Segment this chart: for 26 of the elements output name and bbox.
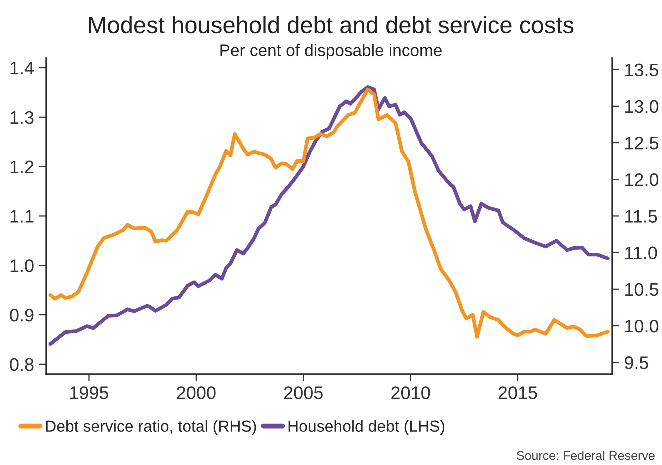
x-tick-label: 2015 xyxy=(498,386,538,400)
y2-tick-label: 10.5 xyxy=(626,283,659,296)
x-tick-label: 1995 xyxy=(70,386,109,400)
y2-tick-label: 9.5 xyxy=(625,356,648,370)
legend-label: Debt service ratio, total (RHS) xyxy=(46,420,256,436)
y-tick-label: 1.2 xyxy=(10,160,34,174)
y2-tick-label: 11.0 xyxy=(626,246,658,260)
y-tick-label: 1.0 xyxy=(10,260,34,272)
y-tick-label: 0.8 xyxy=(10,358,34,372)
x-tick-label: 2000 xyxy=(177,386,216,400)
y-tick-label: 0.9 xyxy=(10,308,34,322)
y2-tick-label: 13.0 xyxy=(626,100,659,114)
y2-tick-label: 12.5 xyxy=(626,136,659,150)
chart-title: Modest household debt and debt service costs xyxy=(89,16,574,34)
y2-tick-label: 11.5 xyxy=(626,210,658,223)
x-tick-label: 2005 xyxy=(284,386,323,400)
y2-tick-label: 12.0 xyxy=(626,174,659,186)
source-note: Source: Federal Reserve xyxy=(517,451,655,460)
legend-label: Household debt (LHS) xyxy=(288,420,445,436)
y2-tick-label: 10.0 xyxy=(626,320,659,333)
y-tick-label: 1.4 xyxy=(10,62,34,75)
chart-subtitle: Per cent of disposable income xyxy=(220,44,442,60)
y2-tick-label: 13.5 xyxy=(626,64,659,77)
x-tick-label: 2010 xyxy=(392,386,430,400)
y-tick-label: 1.1 xyxy=(10,210,34,223)
y-tick-label: 1.3 xyxy=(10,111,34,124)
